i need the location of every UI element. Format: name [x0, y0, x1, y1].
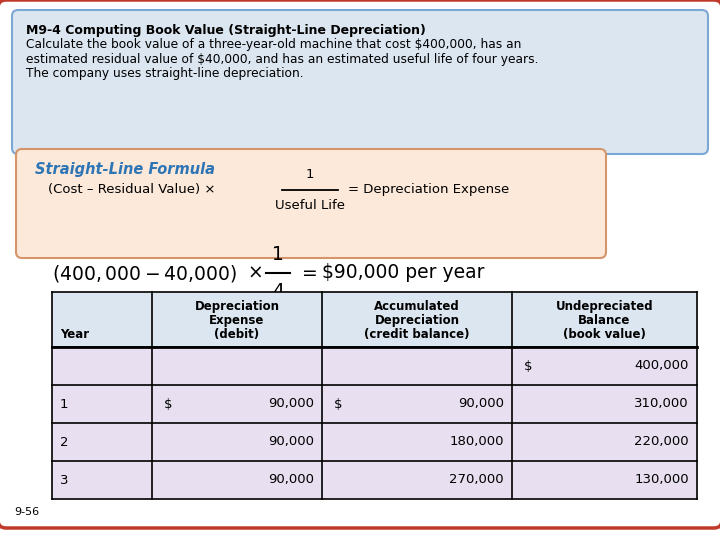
Text: Undepreciated: Undepreciated [556, 300, 653, 313]
Text: 90,000: 90,000 [268, 435, 314, 449]
Text: 90,000: 90,000 [268, 474, 314, 487]
FancyBboxPatch shape [0, 0, 720, 528]
Bar [52, 385, 697, 423]
Bar [52, 461, 697, 499]
FancyBboxPatch shape [12, 10, 708, 154]
Text: 1: 1 [60, 397, 68, 410]
Text: Calculate the book value of a three-year-old machine that cost $400,000, has an: Calculate the book value of a three-year… [26, 38, 521, 51]
Text: 270,000: 270,000 [449, 474, 504, 487]
Text: Expense: Expense [210, 314, 265, 327]
Text: Year: Year [60, 328, 89, 341]
Text: (Cost – Residual Value) ×: (Cost – Residual Value) × [48, 184, 215, 197]
Text: 4: 4 [272, 282, 284, 301]
Text: Straight-Line Formula: Straight-Line Formula [35, 162, 215, 177]
Bar [52, 347, 697, 385]
Text: 400,000: 400,000 [634, 360, 689, 373]
FancyBboxPatch shape [16, 149, 606, 258]
Text: 90,000: 90,000 [268, 397, 314, 410]
Text: $: $ [524, 360, 533, 373]
Text: 1: 1 [306, 168, 314, 181]
Text: (credit balance): (credit balance) [364, 328, 469, 341]
Text: $: $ [164, 397, 173, 410]
Text: = Depreciation Expense: = Depreciation Expense [348, 184, 509, 197]
Text: =: = [302, 264, 318, 282]
Text: 2: 2 [60, 435, 68, 449]
Text: The company uses straight-line depreciation.: The company uses straight-line depreciat… [26, 67, 304, 80]
Text: ($400,000 - $40,000): ($400,000 - $40,000) [52, 262, 237, 284]
Text: Depreciation: Depreciation [374, 314, 459, 327]
Text: (book value): (book value) [563, 328, 646, 341]
Text: M9-4 Computing Book Value (Straight-Line Depreciation): M9-4 Computing Book Value (Straight-Line… [26, 24, 426, 37]
Text: Useful Life: Useful Life [275, 199, 345, 212]
Text: Balance: Balance [578, 314, 631, 327]
Text: $90,000 per year: $90,000 per year [322, 264, 485, 282]
Text: Accumulated: Accumulated [374, 300, 460, 313]
Bar [52, 292, 697, 347]
Text: $: $ [334, 397, 343, 410]
Text: 3: 3 [60, 474, 68, 487]
Text: 1: 1 [272, 245, 284, 264]
Bar [52, 423, 697, 461]
Text: 9-56: 9-56 [14, 507, 39, 517]
Text: (debit): (debit) [215, 328, 260, 341]
Text: 180,000: 180,000 [449, 435, 504, 449]
Text: 90,000: 90,000 [458, 397, 504, 410]
Text: 310,000: 310,000 [634, 397, 689, 410]
Text: Depreciation: Depreciation [194, 300, 279, 313]
Text: ×: × [247, 264, 263, 282]
Text: 220,000: 220,000 [634, 435, 689, 449]
Text: 130,000: 130,000 [634, 474, 689, 487]
Text: estimated residual value of $40,000, and has an estimated useful life of four ye: estimated residual value of $40,000, and… [26, 52, 539, 65]
